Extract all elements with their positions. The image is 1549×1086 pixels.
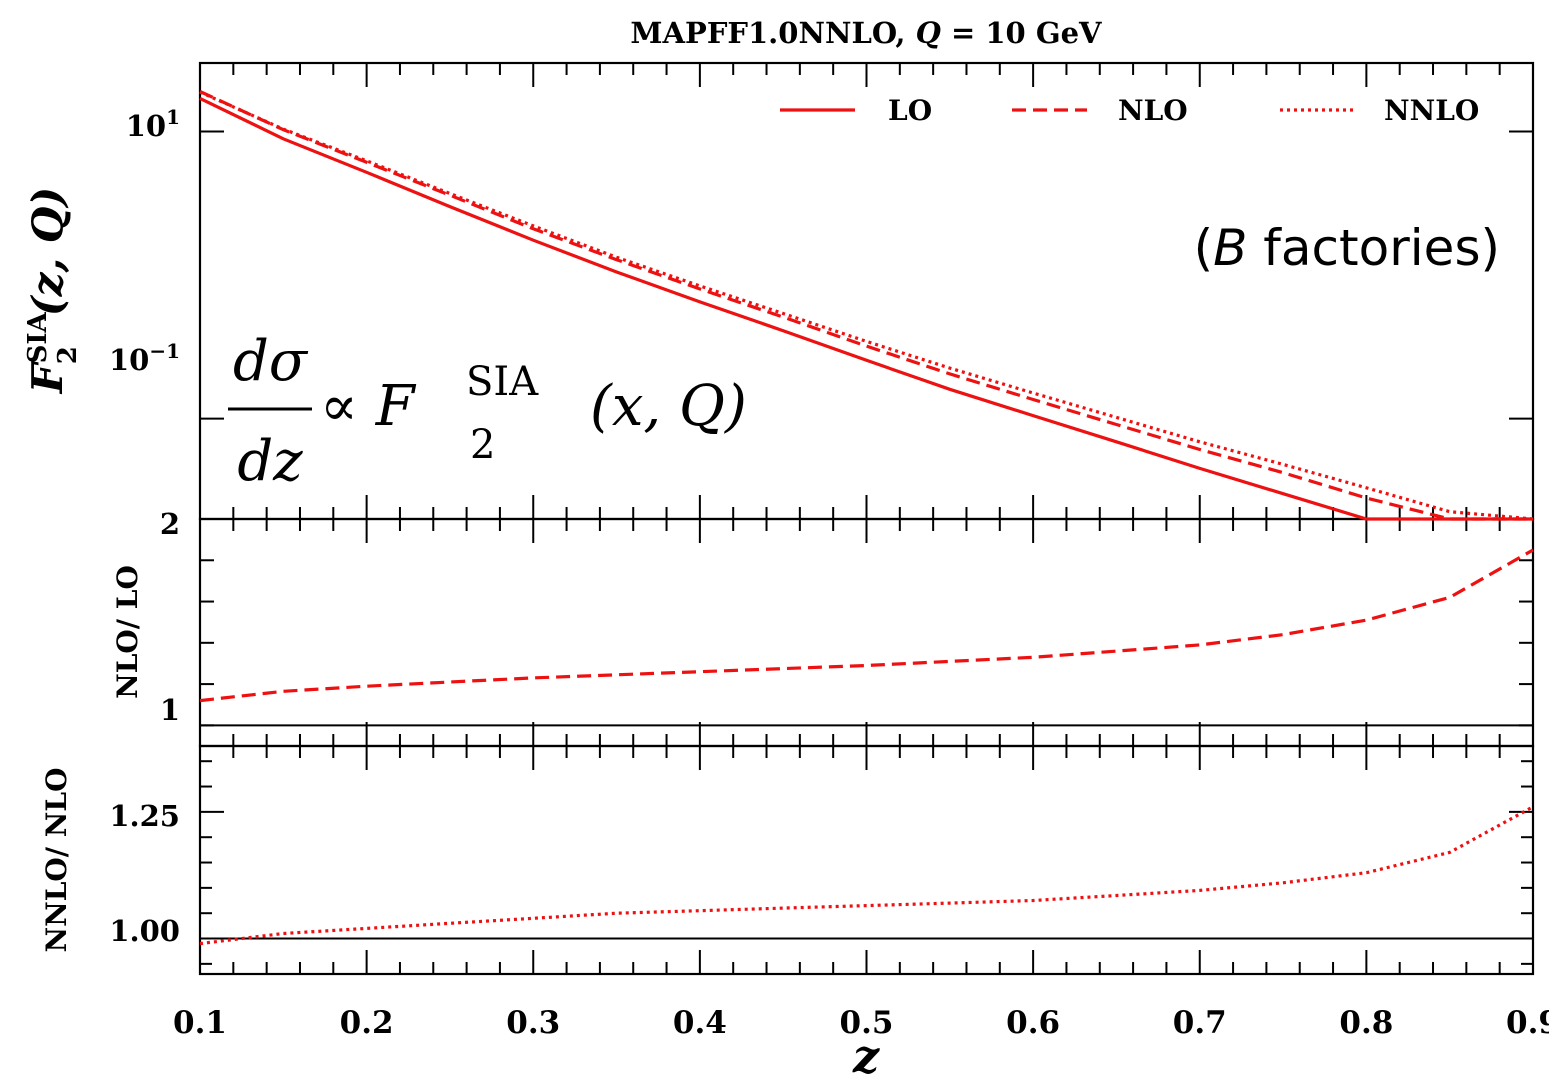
x-axis-label: z: [852, 1029, 880, 1083]
y-tick-label-10e1: 101: [126, 105, 180, 143]
legend: LO NLO NNLO: [780, 94, 1479, 127]
x-tick-labels: 0.1 0.2 0.3 0.4 0.5 0.6 0.7 0.8 0.9: [173, 1005, 1549, 1041]
series-line-nnlo-nlo: [199, 805, 1534, 946]
y-tick-label-1: 1: [160, 693, 180, 727]
y-tick-label-1-25: 1.25: [109, 799, 180, 833]
formula-denominator: dz: [237, 429, 303, 494]
x-tick-label: 0.3: [506, 1005, 560, 1041]
b-factories-annotation: (B factories): [1194, 219, 1500, 277]
formula-numerator: dσ: [233, 329, 309, 394]
formula-sub: 2: [470, 422, 495, 468]
axis-ticks: [199, 63, 1534, 974]
legend-label-lo: LO: [888, 94, 932, 127]
ratio-y-tick-labels: 1 1.25 1.00: [109, 693, 180, 948]
ratio-nnlo-nlo-panel-frame: [198, 744, 1535, 976]
y-tick-label-1-00: 1.00: [109, 914, 180, 948]
x-tick-label: 0.5: [840, 1005, 894, 1041]
chart-title: MAPFF1.0NNLO, Q = 10 GeV: [630, 16, 1102, 50]
y-tick-label-2: 2: [160, 507, 180, 541]
series-line-nlo-lo: [199, 548, 1534, 703]
y-axis-label-nlo-lo: NLO/ LO: [111, 565, 144, 699]
ratio-nlo-lo-panel-frame: [198, 517, 1535, 748]
formula-args: (x, Q): [590, 374, 747, 439]
y-axis-label-nnlo-nlo: NNLO/ NLO: [40, 768, 73, 953]
ratio-nnlo-nlo-curves: [199, 805, 1534, 946]
x-tick-label: 0.8: [1339, 1005, 1393, 1041]
formula-sup: SIA: [466, 359, 539, 405]
x-tick-label: 0.6: [1006, 1005, 1060, 1041]
series-line-nlo: [199, 90, 1533, 521]
x-tick-label: 0.4: [673, 1005, 727, 1041]
formula-annotation: dσ dz ∝ F SIA 2 (x, Q): [228, 329, 747, 494]
series-line-nnlo: [199, 90, 1534, 521]
x-tick-label: 0.1: [173, 1005, 227, 1041]
x-tick-label: 0.2: [340, 1005, 394, 1041]
legend-label-nlo: NLO: [1118, 94, 1188, 127]
main-panel-frame: [198, 61, 1535, 521]
legend-label-nnlo: NNLO: [1384, 94, 1479, 127]
y-tick-label-10e-1: 10−1: [109, 339, 180, 377]
x-tick-label: 0.7: [1173, 1005, 1227, 1041]
main-y-tick-labels: 101 10−1 2: [109, 105, 180, 541]
ratio-nlo-lo-curves: [199, 548, 1534, 703]
main-panel-curves: [199, 90, 1534, 521]
series-line-lo: [199, 96, 1533, 521]
y-axis-label-main: FSIA2(z, Q): [23, 187, 83, 394]
formula-rhs: ∝ F: [320, 374, 417, 439]
x-tick-label: 0.9: [1506, 1005, 1549, 1041]
